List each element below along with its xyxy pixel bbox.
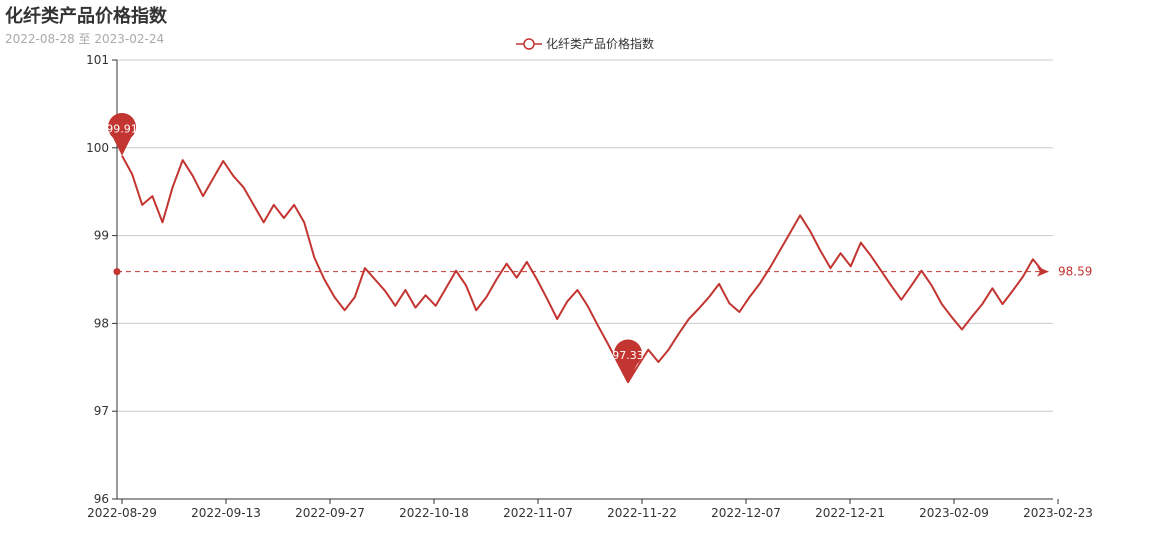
y-tick-label: 96 [94, 492, 109, 506]
gridlines [117, 59, 1053, 412]
x-tick-label: 2022-09-27 [295, 506, 365, 520]
y-tick-label: 99 [94, 229, 109, 243]
legend-label: 化纤类产品价格指数 [546, 36, 654, 51]
series-line [121, 155, 1044, 384]
pin-label: 97.33 [612, 349, 644, 362]
chart-subtitle: 2022-08-28 至 2023-02-24 [5, 32, 165, 46]
x-tick-label: 2023-02-23 [1023, 506, 1093, 520]
pin-icon [108, 112, 137, 156]
pin-icon [614, 339, 643, 383]
series-group [121, 155, 1044, 384]
x-tick-label: 2022-08-29 [87, 506, 157, 520]
x-tick-label: 2022-11-07 [503, 506, 573, 520]
max-marker: 99.91 [106, 112, 138, 156]
x-tick-label: 2022-10-18 [399, 506, 469, 520]
x-tick-label: 2022-09-13 [191, 506, 261, 520]
average-label: 98.59 [1058, 265, 1092, 279]
y-tick-label: 101 [86, 53, 109, 67]
min-marker: 97.33 [612, 339, 644, 383]
legend[interactable]: 化纤类产品价格指数 [516, 36, 654, 51]
y-tick-label: 97 [94, 404, 109, 418]
x-tick-label: 2023-02-09 [919, 506, 989, 520]
legend-circle-icon [523, 38, 535, 50]
average-line-group: 98.59 [113, 265, 1092, 279]
chart-title: 化纤类产品价格指数 [5, 6, 167, 27]
extreme-markers: 99.91 97.33 [106, 112, 644, 383]
y-tick-label: 100 [86, 141, 109, 155]
pin-label: 99.91 [106, 123, 138, 136]
x-axis: 2022-08-29 2022-09-13 2022-09-27 2022-10-18… [87, 498, 1093, 520]
x-tick-label: 2022-12-21 [815, 506, 885, 520]
y-tick-label: 98 [94, 316, 109, 330]
x-tick-label: 2022-11-22 [607, 506, 677, 520]
y-axis: 96 97 98 99 100 101 [86, 53, 118, 506]
x-tick-label: 2022-12-07 [711, 506, 781, 520]
